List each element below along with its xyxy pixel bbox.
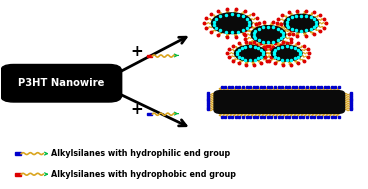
FancyBboxPatch shape [1,64,122,102]
Bar [15,152,21,155]
Circle shape [251,26,286,43]
Circle shape [271,45,302,61]
Circle shape [284,14,319,32]
FancyBboxPatch shape [214,91,344,113]
Circle shape [212,13,252,33]
Text: +: + [130,102,143,117]
Text: Alkylsilanes with hydrophobic end group: Alkylsilanes with hydrophobic end group [51,170,236,179]
Text: P3HT Nanowire: P3HT Nanowire [18,78,105,88]
Bar [15,173,21,176]
Bar [147,55,152,57]
Text: +: + [130,44,143,59]
Bar [147,113,152,115]
Circle shape [234,45,265,61]
Text: Alkylsilanes with hydrophilic end group: Alkylsilanes with hydrophilic end group [51,149,230,158]
